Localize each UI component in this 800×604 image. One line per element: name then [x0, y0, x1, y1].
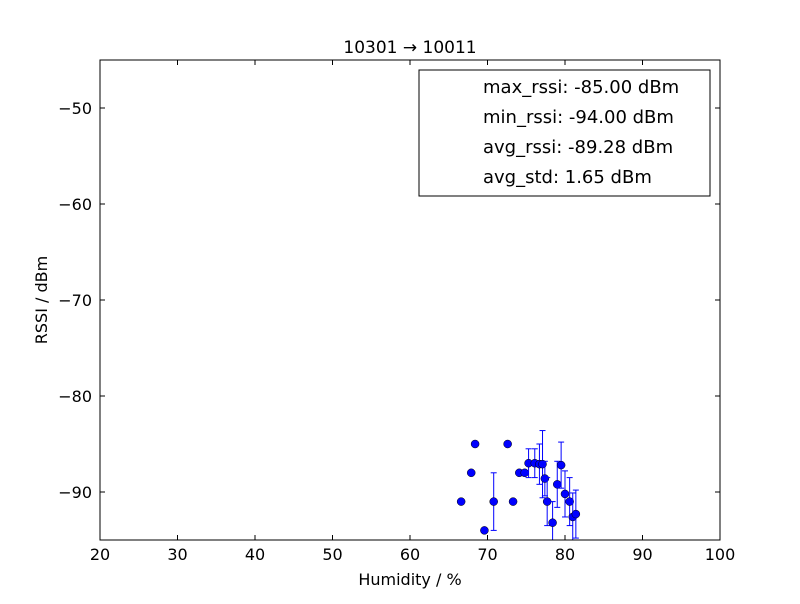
- data-point: [553, 480, 562, 489]
- data-point: [503, 439, 512, 449]
- x-tick-label: 90: [632, 545, 652, 564]
- x-tick-label: 50: [322, 545, 342, 564]
- data-point: [560, 489, 570, 499]
- x-tick-label: 80: [555, 545, 575, 564]
- legend-entry: max_rssi: -85.00 dBm: [483, 77, 679, 98]
- x-tick-label: 100: [705, 545, 736, 564]
- data-point: [548, 518, 557, 527]
- data-point: [456, 497, 466, 506]
- data-point: [508, 497, 518, 506]
- data-point: [556, 460, 566, 470]
- y-tick-label: −50: [58, 99, 92, 118]
- y-axis-label: RSSI / dBm: [32, 256, 51, 344]
- x-tick-label: 30: [167, 545, 187, 564]
- data-point: [571, 509, 581, 519]
- legend-entry: min_rssi: -94.00 dBm: [483, 107, 674, 128]
- x-axis: 20 30 40 50 60 70 80 90 100: [90, 60, 735, 564]
- y-tick-label: −70: [58, 291, 92, 310]
- x-tick-label: 40: [245, 545, 265, 564]
- legend-entry: avg_rssi: -89.28 dBm: [483, 137, 673, 158]
- data-point: [489, 497, 498, 506]
- y-tick-label: −60: [58, 195, 92, 214]
- plot-area: [456, 430, 581, 540]
- legend: max_rssi: -85.00 dBm min_rssi: -94.00 dB…: [418, 69, 711, 197]
- legend-entry: avg_std: 1.65 dBm: [483, 167, 652, 188]
- y-axis: −90 −80 −70 −60 −50: [58, 99, 720, 502]
- data-point: [565, 497, 574, 506]
- data-point: [480, 526, 489, 535]
- data-point: [520, 468, 529, 478]
- y-tick-label: −80: [58, 387, 92, 406]
- legend-box: [418, 69, 711, 197]
- y-tick-label: −90: [58, 483, 92, 502]
- x-tick-label: 60: [400, 545, 420, 564]
- chart-title: 10301 → 10011: [343, 38, 476, 58]
- data-point: [466, 468, 476, 478]
- x-tick-label: 70: [477, 545, 497, 564]
- x-tick-label: 20: [90, 545, 110, 564]
- x-axis-label: Humidity / %: [358, 570, 461, 589]
- data-point: [470, 439, 480, 449]
